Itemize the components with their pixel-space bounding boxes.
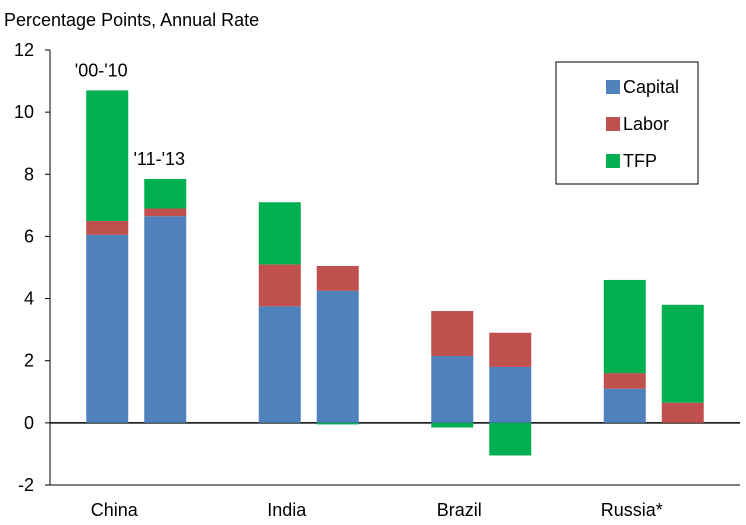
bar-segment-labor <box>144 208 187 217</box>
y-tick-label: -2 <box>18 475 34 495</box>
bar-segment-tfp <box>316 422 359 425</box>
legend-label-labor: Labor <box>623 114 669 134</box>
annotations: '00-'10 '11-'13 <box>75 60 185 169</box>
bar-segment-labor <box>431 311 474 357</box>
bar-segment-labor <box>489 332 532 367</box>
bar-segment-capital <box>603 388 646 423</box>
x-category-label: China <box>91 500 139 520</box>
period-label: '00-'10 <box>75 60 128 80</box>
axes: -2 0 2 4 6 8 10 12 China India Brazil Russia* <box>14 40 740 520</box>
legend-swatch-tfp <box>606 154 620 168</box>
legend-label-capital: Capital <box>623 77 679 97</box>
y-tick-label: 6 <box>24 226 34 246</box>
y-tick-label: 10 <box>14 102 34 122</box>
period-label: '11-'13 <box>133 149 185 169</box>
y-tick-label: 4 <box>24 289 34 309</box>
legend-swatch-labor <box>606 117 620 131</box>
bar-segment-capital <box>144 216 187 423</box>
bar-segment-capital <box>316 290 359 423</box>
bar-segment-tfp <box>144 178 187 209</box>
x-category-label: Russia* <box>601 500 663 520</box>
bar-segment-tfp <box>431 422 474 428</box>
bar-segment-labor <box>258 264 301 307</box>
legend-swatch-capital <box>606 80 620 94</box>
bar-segment-capital <box>258 306 301 423</box>
bar-segment-labor <box>316 265 359 291</box>
bar-segment-tfp <box>603 279 646 374</box>
bar-segment-capital <box>86 234 129 423</box>
bar-segment-tfp <box>86 90 129 221</box>
y-tick-label: 2 <box>24 351 34 371</box>
bar-segment-tfp <box>258 202 301 265</box>
bar-segment-labor <box>603 373 646 389</box>
bar-segment-labor <box>661 402 704 423</box>
y-tick-label: 0 <box>24 413 34 433</box>
y-tick-label: 8 <box>24 164 34 184</box>
bars <box>86 90 704 456</box>
y-tick-label: 12 <box>14 40 34 60</box>
bar-segment-capital <box>489 366 532 423</box>
x-category-label: India <box>267 500 307 520</box>
bar-segment-labor <box>86 220 129 235</box>
bar-segment-capital <box>431 356 474 423</box>
bar-segment-tfp <box>489 422 532 456</box>
legend-box <box>555 61 699 185</box>
bar-segment-tfp <box>661 304 704 403</box>
legend-label-tfp: TFP <box>623 151 657 171</box>
chart-subtitle: Percentage Points, Annual Rate <box>4 10 259 30</box>
x-category-label: Brazil <box>437 500 482 520</box>
legend: Capital Labor TFP <box>555 61 699 185</box>
